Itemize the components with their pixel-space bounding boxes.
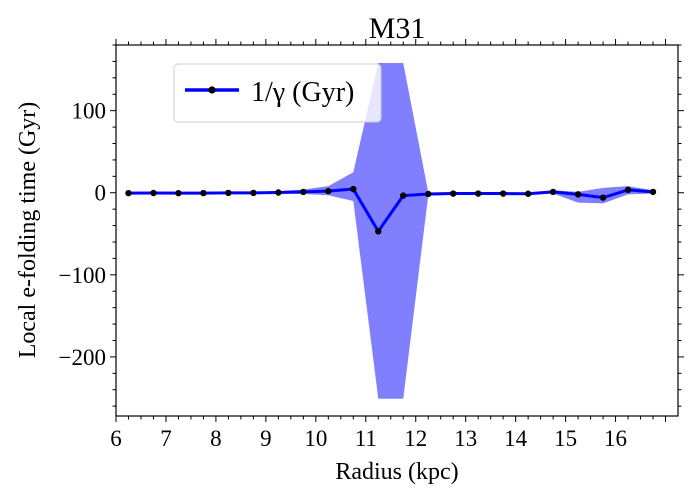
- x-tick-label: 13: [454, 426, 477, 451]
- data-point: [624, 186, 632, 194]
- uncertainty-band: [128, 63, 654, 399]
- x-axis-tick-labels: 6 7 8 9 10 11 12 13 14 15 16: [110, 426, 627, 451]
- plot-frame: [115, 44, 679, 417]
- data-point: [425, 190, 432, 198]
- data-point: [574, 191, 582, 198]
- uncertainty-band-layer: [128, 63, 654, 399]
- data-point: [225, 189, 232, 197]
- series-marker-layer: [125, 185, 657, 235]
- data-point: [450, 190, 457, 197]
- data-point: [175, 189, 182, 197]
- data-point: [474, 190, 482, 197]
- x-tick-label: 12: [404, 426, 427, 451]
- x-axis-label: Radius (kpc): [335, 459, 458, 485]
- data-point: [275, 189, 282, 196]
- data-point: [200, 189, 207, 197]
- data-point: [350, 185, 357, 193]
- data-point: [400, 192, 407, 199]
- data-point: [300, 188, 307, 196]
- y-tick-label: 0: [95, 181, 107, 206]
- x-tick-label: 15: [554, 426, 577, 451]
- legend-box: [173, 63, 382, 123]
- chart-title: M31: [369, 12, 426, 45]
- legend: 1/γ (Gyr): [173, 63, 382, 123]
- x-tick-label: 9: [260, 426, 272, 451]
- data-point: [375, 228, 382, 235]
- x-tick-label: 6: [110, 426, 122, 451]
- x-tick-label: 10: [304, 426, 327, 451]
- y-tick-label: 100: [72, 99, 107, 124]
- x-axis-ticks: [115, 39, 667, 422]
- x-tick-label: 8: [210, 426, 222, 451]
- data-point: [549, 188, 557, 196]
- x-tick-label: 7: [160, 426, 172, 451]
- y-axis-label: Local e-folding time (Gyr): [15, 102, 41, 359]
- data-point: [250, 189, 257, 197]
- y-tick-label: −200: [59, 345, 106, 370]
- data-point: [649, 188, 657, 196]
- y-axis-ticks: [110, 44, 684, 407]
- x-tick-label: 16: [604, 426, 627, 451]
- data-point: [325, 187, 332, 195]
- y-tick-label: −100: [59, 263, 106, 288]
- data-point: [125, 189, 132, 197]
- series-line: [128, 187, 654, 233]
- x-tick-label: 11: [355, 426, 377, 451]
- data-point: [499, 190, 507, 197]
- series-line-layer: [128, 187, 654, 233]
- x-tick-label: 14: [504, 426, 528, 451]
- data-point: [524, 190, 532, 197]
- legend-marker-swatch: [208, 86, 216, 94]
- y-axis-tick-labels: 100 0 −100 −200: [59, 99, 106, 370]
- legend-label: 1/γ (Gyr): [251, 77, 354, 108]
- data-point: [150, 189, 157, 197]
- data-point: [599, 194, 607, 201]
